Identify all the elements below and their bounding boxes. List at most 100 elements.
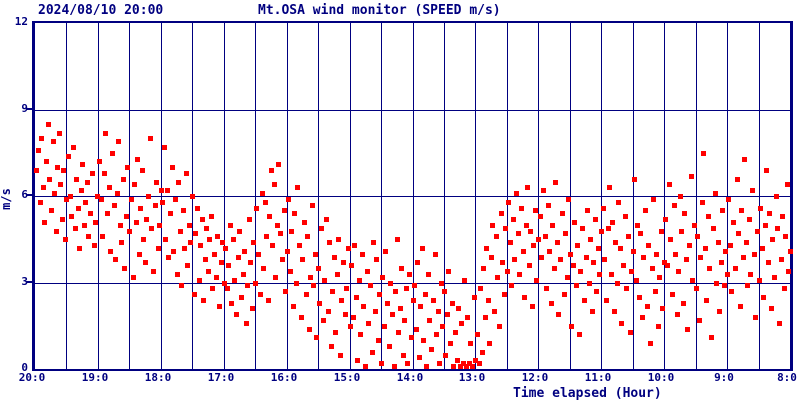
y-tick-mark xyxy=(26,281,32,283)
data-point xyxy=(506,200,511,205)
data-point xyxy=(71,145,76,150)
data-point xyxy=(509,283,514,288)
data-point xyxy=(121,177,126,182)
data-point xyxy=(148,136,153,141)
data-point xyxy=(563,231,568,236)
data-point xyxy=(785,182,790,187)
data-point xyxy=(632,177,637,182)
data-point xyxy=(461,361,466,366)
data-point xyxy=(684,257,689,262)
data-point xyxy=(163,237,168,242)
data-point xyxy=(660,306,665,311)
data-point xyxy=(456,306,461,311)
data-point xyxy=(125,165,130,170)
data-point xyxy=(153,203,158,208)
data-point xyxy=(54,229,59,234)
data-point xyxy=(656,324,661,329)
data-point xyxy=(207,237,212,242)
data-point xyxy=(253,281,258,286)
data-point xyxy=(676,269,681,274)
data-point xyxy=(514,191,519,196)
data-point xyxy=(429,347,434,352)
y-tick-label: 3 xyxy=(21,275,28,288)
data-point xyxy=(682,211,687,216)
data-point xyxy=(407,272,412,277)
data-point xyxy=(361,304,366,309)
data-point xyxy=(92,243,97,248)
data-point xyxy=(338,353,343,358)
data-point xyxy=(64,197,69,202)
data-point xyxy=(107,185,112,190)
data-point xyxy=(519,206,524,211)
data-point xyxy=(116,139,121,144)
data-point xyxy=(90,171,95,176)
data-point xyxy=(434,332,439,337)
data-point xyxy=(597,272,602,277)
data-point xyxy=(738,304,743,309)
data-point xyxy=(332,255,337,260)
data-point xyxy=(344,286,349,291)
data-point xyxy=(628,330,633,335)
data-point xyxy=(166,255,171,260)
data-point xyxy=(641,255,646,260)
data-point xyxy=(132,182,137,187)
data-point xyxy=(475,332,480,337)
y-tick-mark xyxy=(26,108,32,110)
data-point xyxy=(168,211,173,216)
data-point xyxy=(615,281,620,286)
data-point xyxy=(511,217,516,222)
data-point xyxy=(322,278,327,283)
data-point xyxy=(380,275,385,280)
data-point xyxy=(624,286,629,291)
data-point xyxy=(420,246,425,251)
data-point xyxy=(351,315,356,320)
data-point xyxy=(314,335,319,340)
data-point xyxy=(321,318,326,323)
data-point xyxy=(414,327,419,332)
data-point xyxy=(49,208,54,213)
data-point xyxy=(382,324,387,329)
data-point xyxy=(329,344,334,349)
data-point xyxy=(278,231,283,236)
data-point xyxy=(779,257,784,262)
data-point xyxy=(653,289,658,294)
data-point xyxy=(324,217,329,222)
data-point xyxy=(383,249,388,254)
data-point xyxy=(761,295,766,300)
data-point xyxy=(264,234,269,239)
data-point xyxy=(170,165,175,170)
x-tick-label: 15:0 xyxy=(333,371,361,384)
data-point xyxy=(764,168,769,173)
y-tick-mark xyxy=(26,194,32,196)
data-point xyxy=(247,217,252,222)
data-point xyxy=(292,211,297,216)
data-point xyxy=(77,246,82,251)
data-point xyxy=(254,206,259,211)
data-point xyxy=(629,269,634,274)
data-point xyxy=(135,157,140,162)
data-point xyxy=(302,220,307,225)
data-point xyxy=(36,148,41,153)
data-point xyxy=(623,214,628,219)
header-timestamp: 2024/08/10 20:00 xyxy=(38,3,164,18)
data-point xyxy=(437,361,442,366)
data-point xyxy=(602,257,607,262)
data-point xyxy=(273,275,278,280)
data-point xyxy=(149,226,154,231)
data-point xyxy=(512,257,517,262)
x-tick-label: 17:0 xyxy=(207,371,235,384)
data-point xyxy=(229,301,234,306)
data-point xyxy=(223,246,228,251)
data-point xyxy=(313,252,318,257)
data-point xyxy=(480,350,485,355)
data-point xyxy=(222,281,227,286)
data-point xyxy=(748,272,753,277)
data-point xyxy=(289,229,294,234)
y-tick-label: 6 xyxy=(21,188,28,201)
data-point xyxy=(398,306,403,311)
data-point xyxy=(285,249,290,254)
data-point xyxy=(131,275,136,280)
data-point xyxy=(747,217,752,222)
data-point xyxy=(621,263,626,268)
x-tick-label: 14:0 xyxy=(396,371,424,384)
